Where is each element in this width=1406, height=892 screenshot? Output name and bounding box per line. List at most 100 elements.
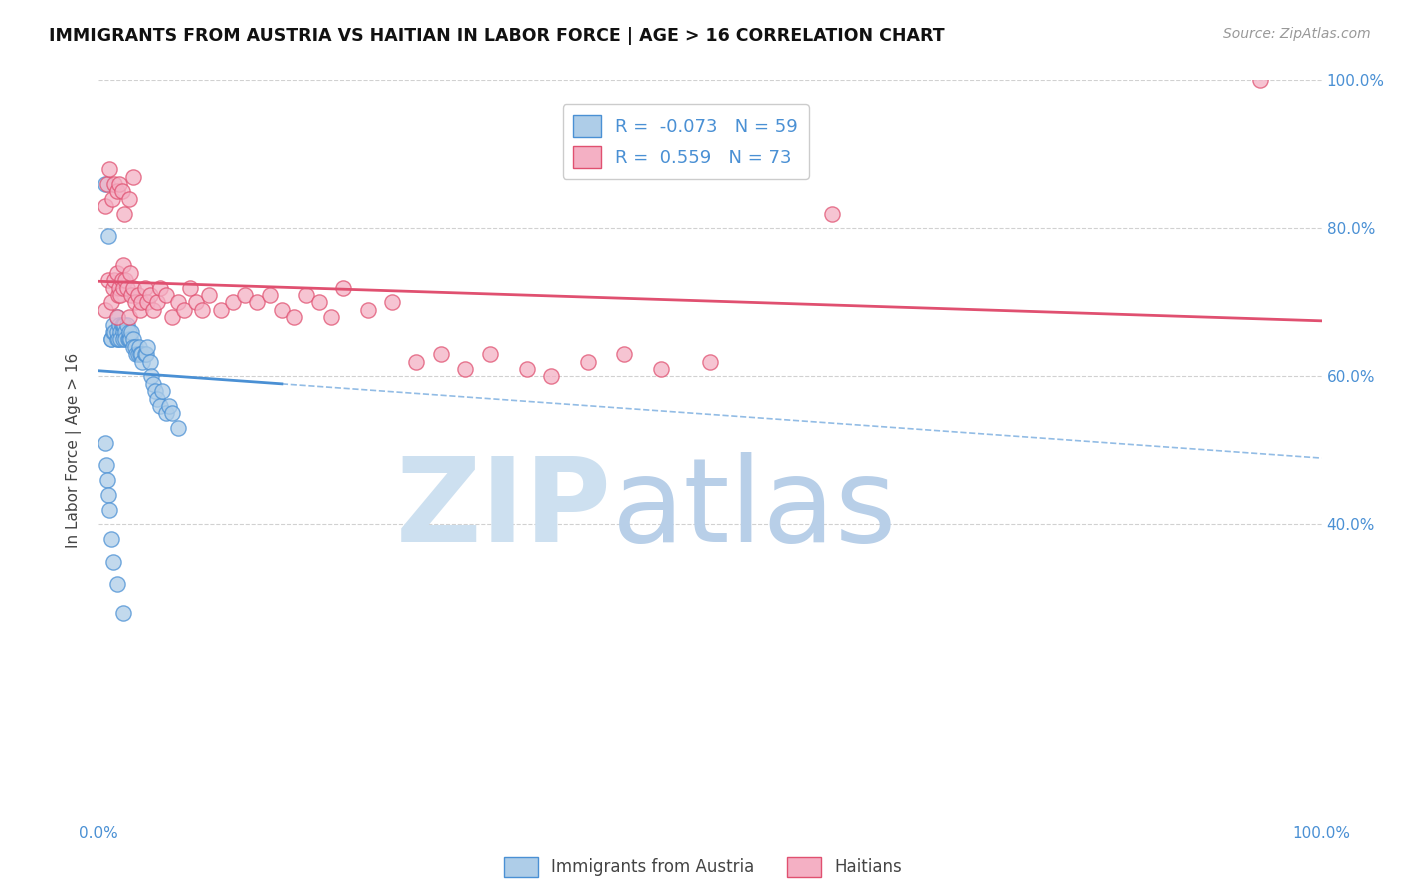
Point	[112, 318, 135, 332]
Point	[100, 295, 122, 310]
Point	[111, 607, 134, 621]
Point	[186, 295, 208, 310]
Point	[110, 333, 132, 347]
Point	[129, 295, 152, 310]
Point	[134, 280, 156, 294]
Point	[430, 347, 453, 361]
Point	[146, 295, 169, 310]
Point	[134, 347, 156, 361]
Point	[97, 488, 120, 502]
Point	[143, 384, 166, 399]
Point	[142, 376, 165, 391]
Point	[120, 266, 142, 280]
Point	[111, 280, 134, 294]
Point	[295, 288, 318, 302]
Point	[124, 340, 146, 354]
Point	[93, 177, 115, 191]
Point	[103, 273, 125, 287]
Text: IMMIGRANTS FROM AUSTRIA VS HAITIAN IN LABOR FORCE | AGE > 16 CORRELATION CHART: IMMIGRANTS FROM AUSTRIA VS HAITIAN IN LA…	[49, 27, 945, 45]
Point	[93, 302, 115, 317]
Point	[1249, 73, 1271, 87]
Point	[821, 206, 844, 220]
Point	[110, 288, 132, 302]
Point	[222, 295, 245, 310]
Point	[129, 347, 152, 361]
Point	[332, 280, 354, 294]
Point	[101, 325, 124, 339]
Point	[111, 185, 134, 199]
Text: Source: ZipAtlas.com: Source: ZipAtlas.com	[1223, 27, 1371, 41]
Point	[101, 555, 124, 569]
Point	[107, 288, 129, 302]
Y-axis label: In Labor Force | Age > 16: In Labor Force | Age > 16	[66, 353, 83, 548]
Point	[120, 288, 142, 302]
Point	[167, 295, 190, 310]
Point	[115, 280, 138, 294]
Point	[112, 206, 135, 220]
Point	[155, 407, 177, 421]
Point	[120, 333, 142, 347]
Point	[105, 310, 128, 325]
Point	[142, 302, 165, 317]
Point	[576, 354, 599, 368]
Point	[454, 362, 477, 376]
Point	[121, 340, 143, 354]
Point	[356, 302, 378, 317]
Point	[111, 273, 134, 287]
Text: atlas: atlas	[612, 452, 897, 567]
Point	[127, 347, 149, 361]
Point	[139, 369, 162, 384]
Point	[135, 347, 157, 361]
Point	[650, 362, 672, 376]
Point	[96, 473, 118, 487]
Point	[157, 399, 180, 413]
Point	[121, 333, 143, 347]
Point	[108, 177, 131, 191]
Point	[105, 310, 128, 325]
Point	[308, 295, 330, 310]
Point	[105, 185, 128, 199]
Point	[209, 302, 232, 317]
Point	[139, 288, 162, 302]
Point	[98, 162, 121, 177]
Point	[515, 362, 537, 376]
Point	[160, 310, 183, 325]
Point	[125, 347, 148, 361]
Point	[103, 325, 125, 339]
Point	[131, 354, 153, 368]
Point	[127, 288, 149, 302]
Point	[699, 354, 721, 368]
Point	[108, 280, 131, 294]
Point	[149, 280, 172, 294]
Point	[118, 310, 141, 325]
Point	[405, 354, 427, 368]
Point	[167, 421, 190, 435]
Legend: R =  -0.073   N = 59, R =  0.559   N = 73: R = -0.073 N = 59, R = 0.559 N = 73	[562, 104, 808, 179]
Point	[97, 273, 120, 287]
Point	[136, 295, 159, 310]
Point	[111, 259, 134, 273]
Point	[381, 295, 404, 310]
Point	[105, 325, 128, 339]
Point	[613, 347, 636, 361]
Point	[97, 228, 120, 243]
Text: ZIP: ZIP	[396, 452, 612, 567]
Point	[283, 310, 305, 325]
Point	[100, 533, 122, 547]
Point	[478, 347, 501, 361]
Point	[540, 369, 562, 384]
Point	[160, 407, 183, 421]
Point	[98, 502, 121, 516]
Point	[139, 354, 162, 368]
Point	[155, 288, 177, 302]
Point	[129, 347, 152, 361]
Point	[115, 318, 138, 332]
Point	[108, 318, 131, 332]
Point	[149, 399, 172, 413]
Point	[246, 295, 269, 310]
Point	[114, 333, 136, 347]
Point	[124, 295, 146, 310]
Point	[197, 288, 219, 302]
Point	[118, 192, 141, 206]
Point	[319, 310, 342, 325]
